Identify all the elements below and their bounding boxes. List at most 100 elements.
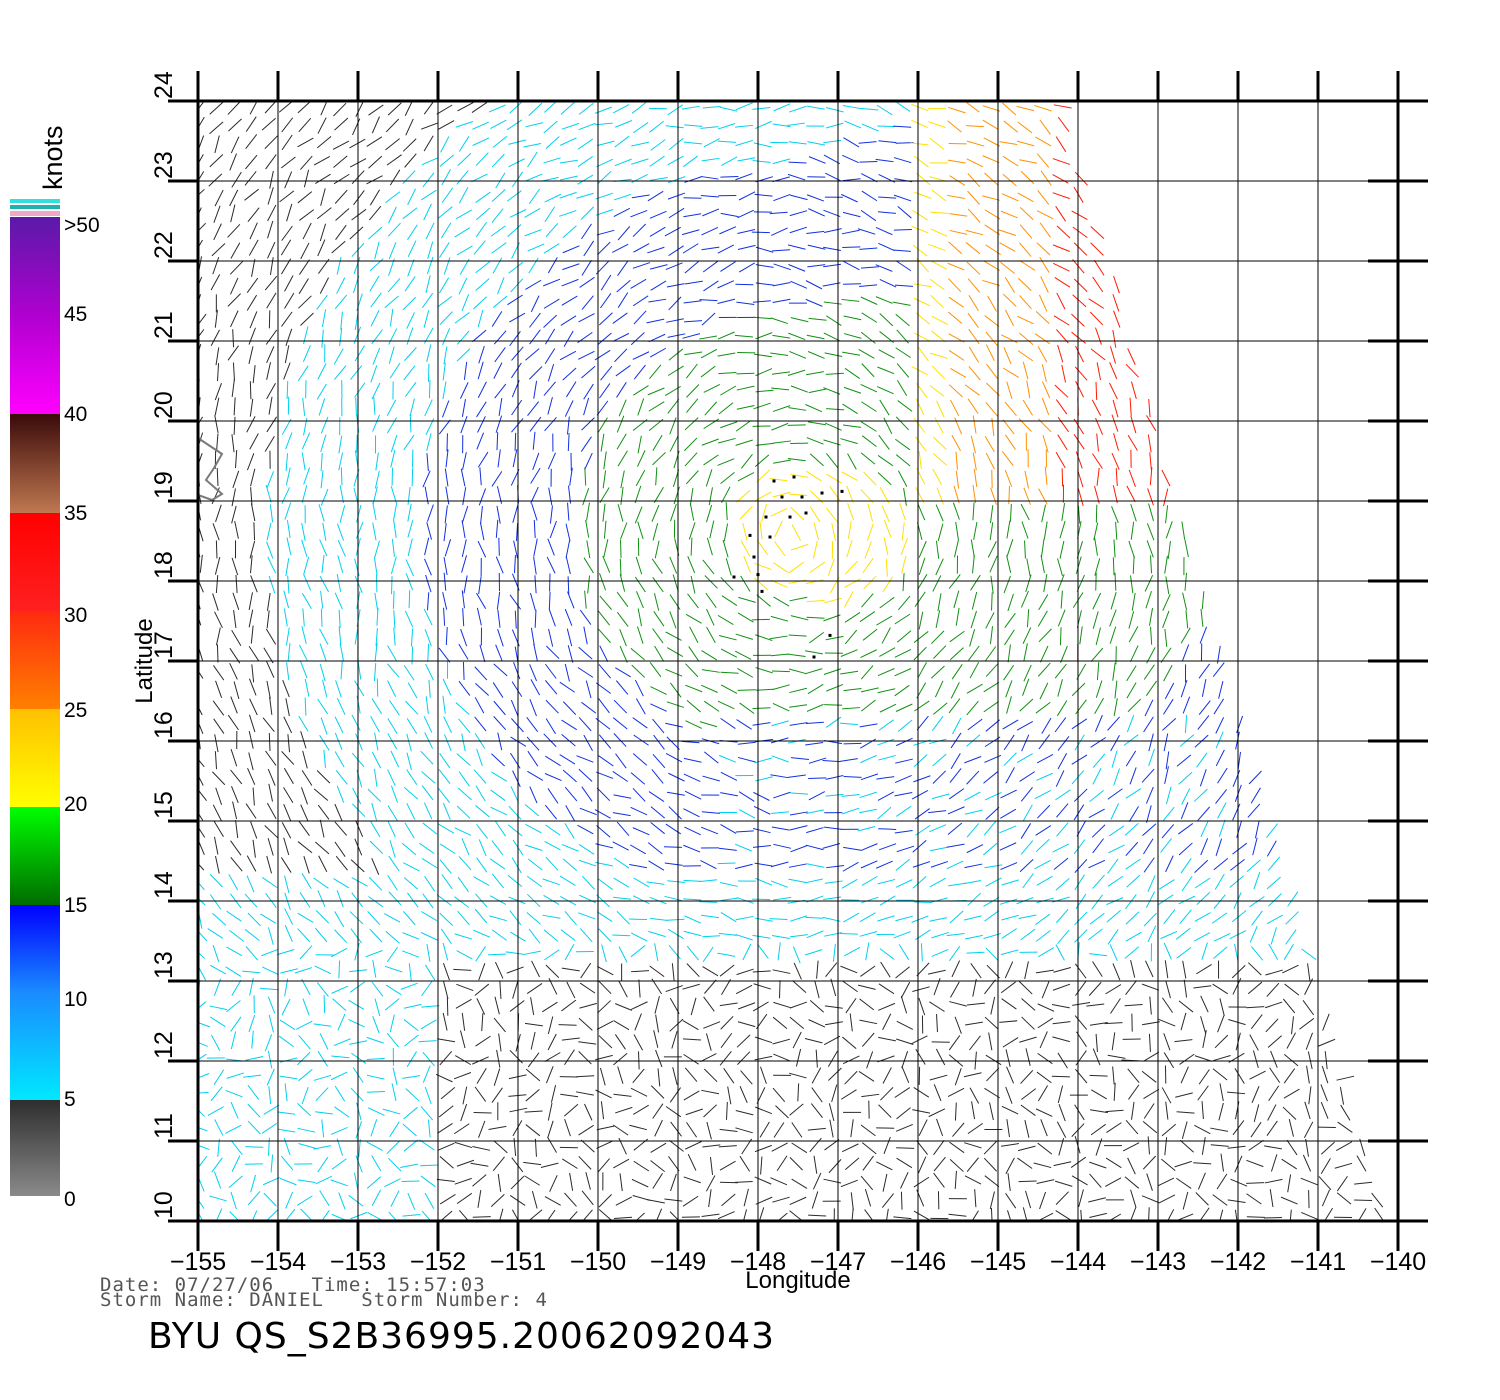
wind-vector: [861, 593, 874, 608]
wind-vector: [1306, 1065, 1310, 1084]
wind-vector: [1111, 1032, 1116, 1051]
wind-vector: [753, 142, 772, 148]
wind-vector: [248, 678, 257, 696]
wind-vector: [736, 301, 755, 306]
wind-vector: [1123, 734, 1139, 746]
wind-vector: [1165, 751, 1170, 770]
wind-vector: [233, 416, 236, 435]
wind-vector: [1107, 858, 1119, 874]
wind-vector: [966, 951, 985, 954]
wind-vector: [885, 558, 888, 577]
wind-vector: [314, 841, 330, 855]
wind-vector: [1213, 1055, 1231, 1062]
wind-vector: [964, 863, 983, 869]
wind-vector: [790, 757, 809, 761]
wind-vector: [683, 155, 699, 168]
wind-vector: [561, 122, 580, 130]
wind-vector: [578, 768, 593, 782]
wind-vector: [893, 931, 911, 939]
plot-frame: [196, 99, 1400, 1223]
wind-vector: [332, 140, 350, 150]
wind-vector: [475, 682, 489, 696]
wind-vector: [790, 507, 805, 521]
wind-vector: [1074, 734, 1085, 751]
wind-vector: [860, 107, 879, 111]
wind-vector: [226, 946, 243, 957]
wind-vector: [737, 1051, 751, 1065]
wind-vector: [402, 1123, 417, 1137]
wind-vector: [842, 154, 859, 164]
wind-vector: [878, 140, 897, 144]
wind-vector: [773, 896, 792, 901]
wind-vector: [1053, 1161, 1072, 1167]
wind-vector: [877, 688, 896, 694]
wind-vector: [1130, 504, 1137, 522]
wind-vector: [1214, 873, 1225, 890]
wind-vector: [422, 1065, 431, 1083]
wind-vector: [788, 407, 807, 411]
wind-vector: [303, 467, 311, 485]
wind-vector: [953, 485, 960, 504]
wind-vector: [990, 1207, 993, 1221]
wind-vector: [198, 578, 204, 593]
wind-vector: [578, 1155, 592, 1170]
wind-vector: [1268, 893, 1282, 907]
wind-vector: [1130, 381, 1137, 400]
wind-vector: [496, 432, 499, 451]
wind-vector: [215, 575, 219, 594]
wind-vector: [317, 1156, 329, 1173]
wind-vector: [478, 345, 485, 364]
wind-vector: [648, 791, 665, 802]
wind-vector: [721, 978, 732, 996]
wind-vector: [316, 982, 329, 997]
wind-vector: [789, 934, 808, 938]
wind-vector: [811, 1067, 822, 1084]
wind-vector: [1035, 701, 1051, 714]
wind-vector: [947, 311, 963, 324]
wind-vector: [438, 823, 455, 834]
wind-vector: [444, 734, 452, 752]
colorbar-gray: [10, 1100, 60, 1196]
wind-vector: [754, 454, 770, 468]
wind-vector: [1213, 894, 1226, 909]
wind-vector: [561, 999, 577, 1012]
wind-vector: [969, 629, 976, 647]
wind-vector: [1039, 682, 1049, 700]
wind-vector: [319, 223, 327, 242]
wind-vector: [752, 845, 771, 848]
wind-vector: [1128, 540, 1135, 559]
wind-vector: [895, 966, 910, 979]
wind-vector: [1161, 1158, 1176, 1171]
wind-vector: [442, 381, 447, 400]
wind-vector: [895, 915, 913, 922]
wind-vector: [215, 627, 221, 646]
wind-vector: [760, 1156, 763, 1175]
colorbar-yellow: [10, 709, 60, 807]
wind-vector: [1074, 858, 1088, 873]
wind-vector: [230, 136, 240, 154]
wind-vector: [1016, 105, 1035, 112]
wind-vector: [840, 670, 859, 675]
wind-vector: [301, 873, 312, 889]
wind-vector: [933, 1139, 945, 1156]
wind-vector: [233, 681, 240, 700]
wind-vector: [182, 555, 184, 573]
wind-vector: [245, 154, 258, 170]
wind-vector: [989, 555, 998, 573]
wind-vector: [299, 209, 315, 221]
wind-vector: [459, 382, 469, 399]
wind-vector: [444, 468, 449, 487]
wind-vector: [334, 716, 344, 734]
wind-vector: [754, 757, 772, 764]
wind-vector: [929, 846, 948, 852]
wind-vector: [420, 1106, 434, 1121]
wind-vector: [1075, 345, 1084, 363]
wind-vector: [456, 1192, 473, 1205]
wind-vector: [301, 978, 311, 996]
wind-vector: [277, 1128, 296, 1133]
wind-vector: [1339, 1086, 1345, 1105]
wind-vector: [225, 966, 242, 977]
wind-vector: [647, 246, 665, 254]
wind-vector: [209, 154, 224, 168]
wind-vector: [1017, 192, 1034, 203]
